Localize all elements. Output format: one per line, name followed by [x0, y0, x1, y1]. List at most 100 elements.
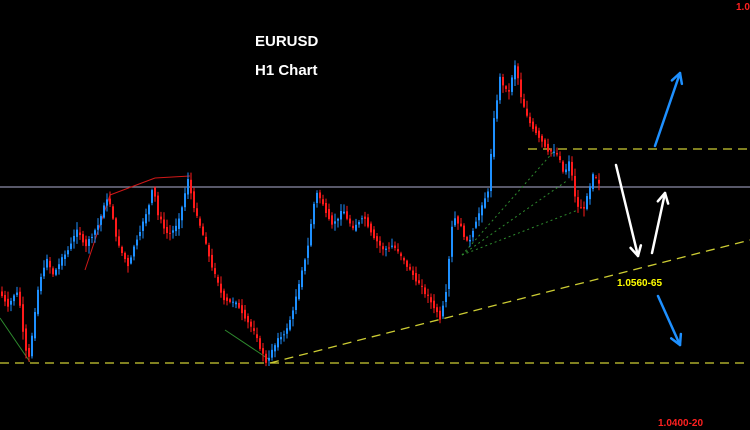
- candle-body: [25, 328, 27, 351]
- candle-body: [238, 302, 240, 308]
- candle-body: [373, 229, 375, 239]
- chart-title: EURUSD: [255, 33, 319, 50]
- candle-body: [70, 243, 72, 249]
- candle-body: [325, 203, 327, 213]
- candle-body: [43, 267, 45, 277]
- candle-body: [217, 276, 219, 283]
- candle-body: [277, 338, 279, 348]
- candle-body: [565, 169, 567, 173]
- candle-body: [316, 192, 318, 203]
- candle-body: [91, 236, 93, 239]
- candle-body: [346, 211, 348, 219]
- candle-body: [190, 179, 192, 194]
- candle-body: [76, 229, 78, 237]
- candle-body: [337, 218, 339, 221]
- candle-body: [202, 226, 204, 235]
- candle-body: [598, 179, 600, 184]
- candle-body: [463, 225, 465, 237]
- candle-body: [19, 291, 21, 306]
- candle-body: [394, 245, 396, 249]
- candle-body: [124, 252, 126, 260]
- candle-body: [355, 224, 357, 231]
- candle-body: [370, 223, 372, 233]
- candle-body: [493, 118, 495, 157]
- arrow-blue-head-0: [670, 71, 684, 86]
- candle-body: [391, 245, 393, 247]
- candle-body: [31, 335, 33, 357]
- candle-body: [196, 208, 198, 216]
- candle-body: [523, 98, 525, 107]
- candle-body: [556, 153, 558, 155]
- candle-body: [349, 218, 351, 224]
- candle-body: [157, 195, 159, 216]
- candle-body: [163, 219, 165, 229]
- candle-body: [7, 298, 9, 307]
- candle-body: [58, 264, 60, 270]
- candle-body: [151, 190, 153, 203]
- candle-body: [472, 230, 474, 238]
- candle-body: [103, 205, 105, 218]
- candle-body: [340, 211, 342, 220]
- candle-body: [82, 234, 84, 243]
- candle-body: [46, 258, 48, 268]
- candle-body: [226, 297, 228, 301]
- candle-body: [4, 294, 6, 302]
- candle-body: [109, 198, 111, 205]
- trendline-red-3: [109, 177, 156, 196]
- candle-body: [49, 260, 51, 268]
- candle-body: [160, 216, 162, 220]
- candle-body: [142, 221, 144, 231]
- levels-layer: [0, 148, 750, 364]
- candle-body: [220, 283, 222, 293]
- candle-body: [94, 230, 96, 235]
- candle-body: [460, 223, 462, 227]
- candle-body: [256, 334, 258, 339]
- candle-body: [16, 292, 18, 295]
- candle-body: [100, 216, 102, 225]
- candle-body: [181, 207, 183, 221]
- trendline-red-4: [154, 175, 191, 179]
- candle-body: [352, 225, 354, 229]
- candle-body: [589, 186, 591, 200]
- candle-body: [397, 249, 399, 252]
- candle-body: [328, 209, 330, 219]
- candle-body: [40, 276, 42, 292]
- candle-body: [499, 76, 501, 101]
- candle-body: [424, 287, 426, 295]
- candle-body: [448, 258, 450, 289]
- candle-body: [268, 357, 270, 361]
- candle-body: [361, 218, 363, 220]
- trendline-green-1: [0, 317, 31, 363]
- candle-body: [358, 222, 360, 225]
- candle-body: [259, 338, 261, 349]
- candle-body: [445, 291, 447, 303]
- candle-body: [331, 215, 333, 225]
- candle-body: [265, 353, 267, 363]
- candle-body: [592, 174, 594, 190]
- candle-body: [139, 231, 141, 237]
- candle-body: [148, 205, 150, 215]
- support-zone-label: 1.0560-65: [617, 278, 663, 289]
- candle-body: [241, 305, 243, 314]
- candle-body: [550, 150, 552, 152]
- candle-body: [319, 192, 321, 199]
- candle-body: [307, 245, 309, 258]
- candle-body: [295, 296, 297, 311]
- arrow-white-shaft-2: [650, 191, 667, 255]
- candle-body: [172, 230, 174, 233]
- candle-body: [553, 151, 555, 153]
- candle-body: [136, 239, 138, 246]
- candle-body: [454, 218, 456, 226]
- candles-layer: [1, 60, 600, 367]
- candle-body: [322, 199, 324, 205]
- candle-body: [571, 161, 573, 176]
- candle-body: [64, 254, 66, 259]
- candle-body: [586, 196, 588, 209]
- candle-body: [115, 218, 117, 237]
- candle-body: [235, 302, 237, 305]
- candle-body: [334, 221, 336, 224]
- candle-body: [562, 161, 564, 172]
- candle-body: [484, 198, 486, 208]
- candle-body: [520, 79, 522, 98]
- candle-body: [301, 270, 303, 288]
